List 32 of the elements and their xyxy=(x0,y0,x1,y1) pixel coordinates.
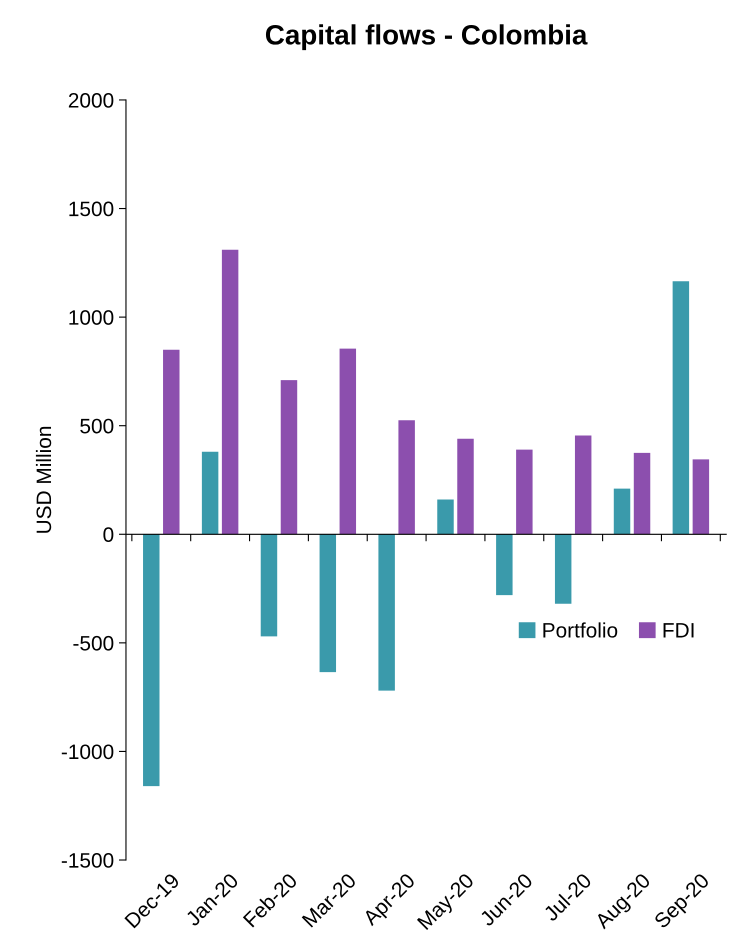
bar xyxy=(554,534,572,604)
bar xyxy=(378,534,395,691)
bar xyxy=(143,534,160,786)
y-tick-label: 2000 xyxy=(68,92,114,108)
bar xyxy=(437,500,454,534)
bar xyxy=(163,350,180,534)
y-tick-label: 1500 xyxy=(69,202,114,216)
y-tick-label: 0 xyxy=(103,527,114,542)
bar xyxy=(516,450,533,534)
bar xyxy=(614,488,630,534)
bar xyxy=(398,420,415,534)
bar xyxy=(202,452,218,534)
y-axis-title: USD Million xyxy=(36,426,52,533)
bar xyxy=(320,534,336,672)
bar xyxy=(634,452,650,534)
bar xyxy=(692,459,710,534)
bar xyxy=(280,380,298,534)
bar xyxy=(496,534,513,596)
y-tick-label: -500 xyxy=(73,636,114,651)
y-tick-label: 1000 xyxy=(69,310,114,325)
y-tick-label: -1000 xyxy=(62,744,114,760)
y-tick-label: -1500 xyxy=(62,853,114,868)
bar xyxy=(672,281,690,534)
legend-label: Portfolio xyxy=(543,622,618,638)
y-tick-label: 500 xyxy=(80,418,114,434)
legend-label: FDI xyxy=(664,623,694,638)
bar xyxy=(340,348,356,534)
bar xyxy=(457,438,474,534)
chart-title: Capital flows - Colombia xyxy=(266,24,588,50)
bar xyxy=(260,534,278,636)
bar xyxy=(222,250,238,534)
bar xyxy=(574,435,592,534)
